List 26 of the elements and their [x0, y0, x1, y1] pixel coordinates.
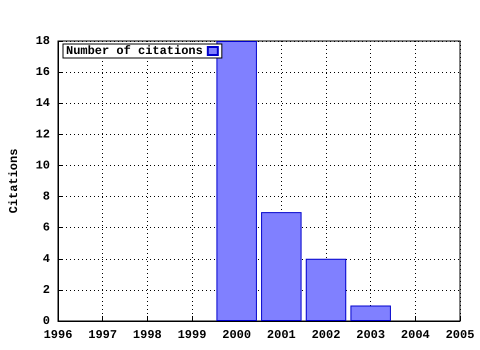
x-tick-label: 1996	[44, 328, 72, 342]
x-tick-label: 1998	[132, 328, 162, 342]
y-axis-title: Citations	[7, 148, 21, 214]
y-tick-label: 14	[36, 96, 50, 110]
legend-label: Number of citations	[66, 44, 203, 58]
bar	[306, 258, 346, 321]
bar	[261, 212, 302, 321]
x-tick-label: 2003	[356, 328, 386, 342]
y-tick-label: 6	[42, 220, 50, 235]
y-tick-label: 16	[36, 65, 50, 80]
x-tick-label: 2000	[222, 328, 252, 342]
y-tick-label: 4	[42, 252, 50, 266]
x-tick-label: 2002	[312, 328, 340, 342]
x-tick-label: 2001	[266, 328, 296, 342]
x-tick-label: 1997	[88, 328, 118, 342]
y-tick-label: 8	[42, 190, 50, 204]
bar	[350, 305, 391, 321]
y-tick-label: 12	[36, 127, 50, 142]
bar	[216, 41, 257, 321]
x-tick-label: 2004	[400, 328, 430, 342]
y-tick-label: 10	[36, 158, 50, 172]
x-tick-label: 1999	[178, 328, 206, 342]
y-tick-label: 0	[42, 314, 50, 328]
x-tick-label: 2005	[446, 328, 474, 342]
y-tick-label: 2	[42, 282, 50, 297]
y-tick-label: 18	[36, 34, 50, 48]
